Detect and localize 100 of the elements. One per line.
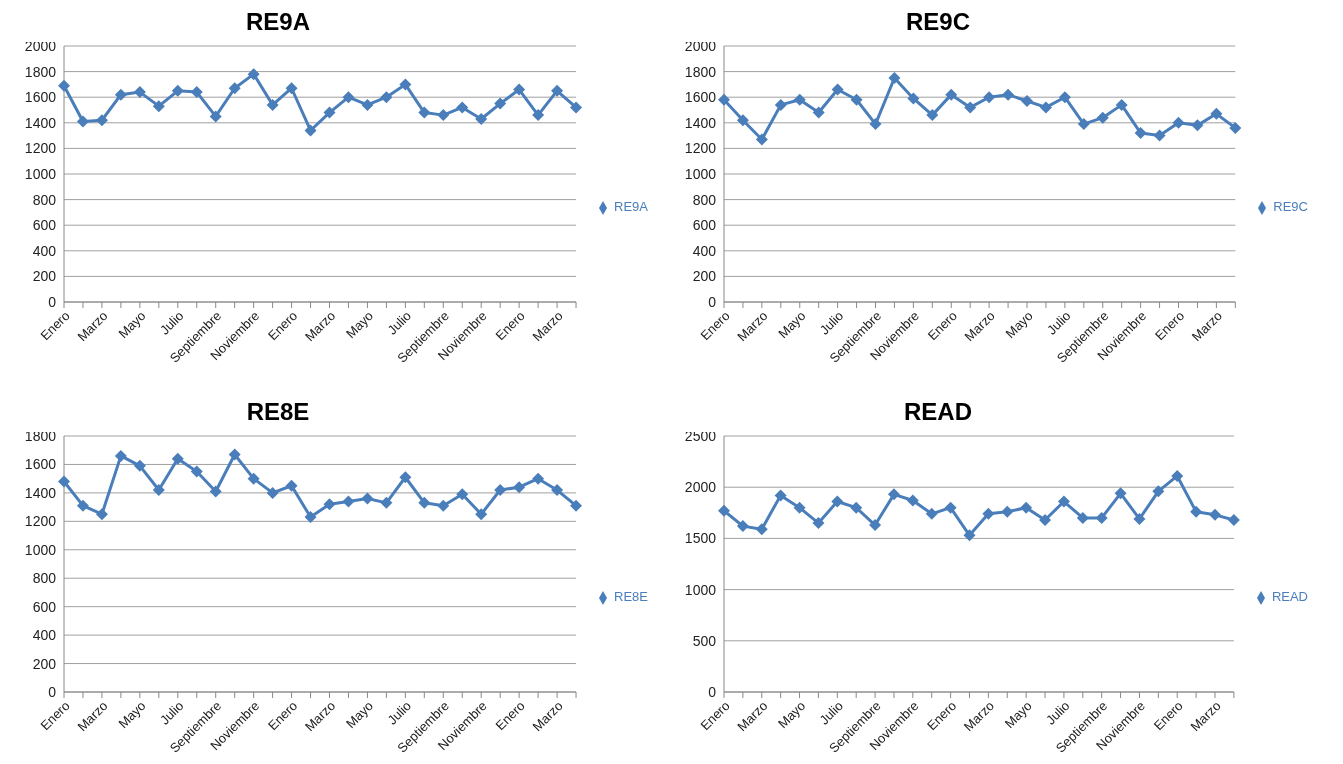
point xyxy=(1001,505,1014,518)
y-tick-label: 200 xyxy=(32,268,57,285)
point xyxy=(1152,485,1165,498)
point xyxy=(114,88,127,101)
point xyxy=(1039,101,1052,114)
point xyxy=(532,109,545,122)
point xyxy=(532,472,545,485)
point xyxy=(887,488,900,501)
point xyxy=(1191,119,1204,132)
legend-label: RE9C xyxy=(1273,199,1308,215)
point xyxy=(755,523,768,536)
y-tick-label: 1000 xyxy=(684,165,717,182)
point xyxy=(152,484,165,497)
point xyxy=(907,92,920,105)
y-tick-label: 2500 xyxy=(684,427,717,444)
point xyxy=(247,68,260,81)
point xyxy=(58,79,70,92)
point xyxy=(774,98,787,111)
point xyxy=(209,110,222,123)
point xyxy=(570,101,583,114)
point xyxy=(114,449,127,462)
point xyxy=(869,118,882,131)
point xyxy=(247,472,260,485)
point xyxy=(1208,508,1221,521)
point xyxy=(718,504,730,517)
point xyxy=(793,93,806,106)
point xyxy=(58,475,70,488)
point xyxy=(964,101,977,114)
point xyxy=(171,84,184,97)
point xyxy=(342,495,355,508)
y-tick-label: 1600 xyxy=(24,89,57,106)
y-tick-label: 1000 xyxy=(684,581,717,598)
point xyxy=(380,496,393,509)
chart-title: READ xyxy=(903,398,972,425)
point xyxy=(95,114,108,127)
y-tick-label: 600 xyxy=(692,217,717,234)
point xyxy=(209,485,222,498)
point xyxy=(513,83,526,96)
point xyxy=(831,83,844,96)
point xyxy=(793,501,806,514)
point xyxy=(1058,91,1071,104)
y-tick-label: 1500 xyxy=(684,530,717,547)
point xyxy=(736,114,749,127)
point xyxy=(475,508,488,521)
point xyxy=(1114,487,1127,500)
point xyxy=(1227,513,1240,526)
point xyxy=(399,471,412,484)
y-tick-label: 0 xyxy=(48,683,57,700)
y-tick-label: 500 xyxy=(692,632,717,649)
point xyxy=(361,492,374,505)
y-tick-label: 1200 xyxy=(684,140,717,157)
point xyxy=(418,106,431,119)
y-tick-label: 200 xyxy=(692,268,717,285)
point xyxy=(906,494,919,507)
y-tick-label: 1400 xyxy=(24,484,57,501)
y-tick-label: 600 xyxy=(32,217,57,234)
y-tick-label: 400 xyxy=(32,242,57,259)
point xyxy=(323,498,336,511)
point xyxy=(1077,118,1090,131)
point xyxy=(513,481,526,494)
point xyxy=(1057,495,1070,508)
point xyxy=(399,78,412,91)
y-tick-label: 400 xyxy=(32,627,57,644)
point xyxy=(190,465,203,478)
point xyxy=(926,109,939,122)
point xyxy=(718,93,730,106)
y-tick-label: 1800 xyxy=(684,63,717,80)
legend-label: RE9A xyxy=(614,199,648,215)
point xyxy=(304,511,317,524)
point xyxy=(361,98,374,111)
point xyxy=(133,86,146,99)
point xyxy=(850,93,863,106)
y-tick-label: 0 xyxy=(708,683,717,700)
point xyxy=(475,112,488,125)
y-tick-label: 1800 xyxy=(24,63,57,80)
point xyxy=(1134,127,1147,140)
point xyxy=(1229,121,1242,134)
y-tick-label: 0 xyxy=(708,293,717,310)
point xyxy=(1021,95,1033,108)
point xyxy=(380,91,393,104)
point xyxy=(152,100,165,113)
point xyxy=(983,91,996,104)
point xyxy=(342,91,355,104)
point xyxy=(736,520,749,533)
point xyxy=(456,488,469,501)
y-tick-label: 1400 xyxy=(684,114,717,131)
point xyxy=(755,133,768,146)
y-tick-label: 2000 xyxy=(684,479,717,496)
point xyxy=(925,507,938,520)
y-tick-label: 1000 xyxy=(24,541,57,558)
point xyxy=(1115,98,1128,111)
point xyxy=(171,452,184,465)
y-tick-label: 2000 xyxy=(684,37,717,54)
point xyxy=(418,496,431,509)
point xyxy=(494,484,507,497)
point xyxy=(551,84,564,97)
point xyxy=(1020,501,1033,514)
y-tick-label: 1600 xyxy=(24,456,57,473)
y-tick-label: 1200 xyxy=(24,513,57,530)
point xyxy=(437,109,450,122)
